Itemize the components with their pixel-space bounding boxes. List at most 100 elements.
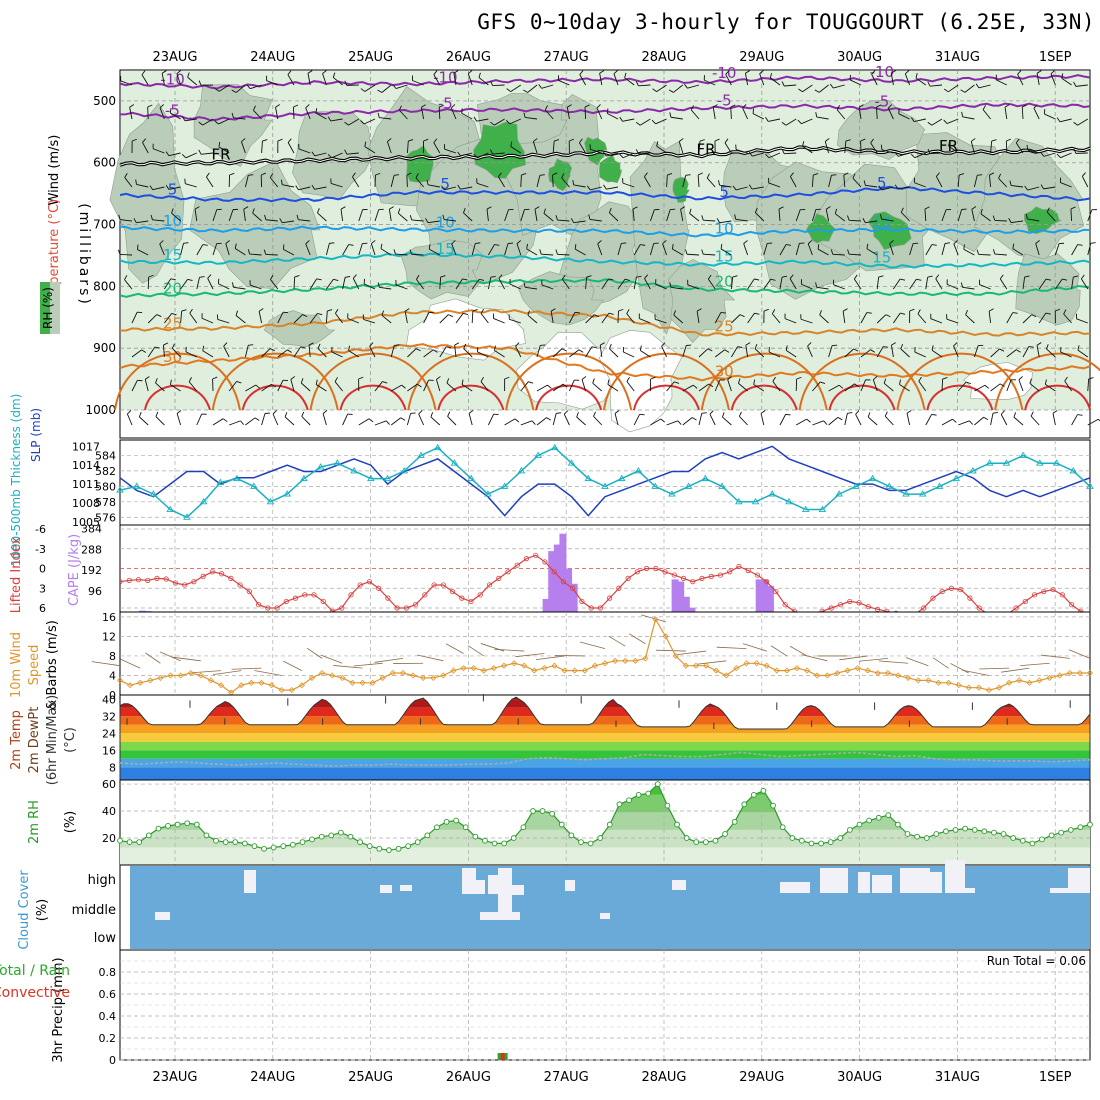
data-point-thickness: [751, 497, 760, 505]
cape-bar: [570, 583, 578, 612]
wind-barb-flag: [368, 418, 374, 423]
wind-barb: [185, 152, 197, 159]
data-point-rh: [856, 821, 863, 828]
wind-barb: [1087, 243, 1092, 256]
data-point-li: [616, 585, 622, 591]
wind-barb-flag: [718, 180, 720, 186]
wind-barb: [1070, 208, 1073, 222]
wind-barb: [427, 184, 440, 188]
data-point-wind: [1016, 677, 1023, 684]
wind-barb-flag: [554, 139, 560, 142]
wind-barb: [844, 413, 848, 426]
wind-barb: [353, 662, 383, 667]
wind-barb-flag: [150, 214, 153, 220]
y-tick-label-precip: 0.4: [99, 1010, 117, 1023]
wind-barb: [544, 109, 554, 120]
wind-barb: [261, 383, 272, 392]
cape-bar: [542, 598, 550, 612]
data-point-thickness: [668, 490, 676, 497]
data-point-li: [690, 579, 696, 585]
cloud-block: [510, 885, 524, 895]
wind-barb: [677, 650, 707, 656]
wind-barb: [201, 152, 214, 155]
isotherm-35-loop: [535, 384, 603, 411]
wind-barb-flag: [212, 376, 218, 380]
wind-barb: [189, 313, 198, 324]
data-point-thickness: [601, 482, 609, 489]
wind-barb: [1060, 152, 1072, 159]
wind-barb: [254, 670, 282, 676]
wind-barb-flag: [124, 275, 128, 280]
wind-barb: [187, 76, 198, 86]
wind-barb: [129, 107, 133, 120]
data-point-rh: [770, 802, 776, 809]
wind-barb: [228, 209, 234, 222]
wind-barb: [272, 413, 279, 426]
wind-barb: [801, 118, 813, 125]
data-point-wind: [632, 657, 639, 664]
data-point-rh: [1077, 824, 1084, 831]
wind-barb-flag: [416, 274, 420, 280]
wind-barb-flag: [269, 173, 274, 178]
wind-barb-flag: [322, 70, 327, 74]
data-point-rh: [1067, 827, 1074, 833]
wind-barb: [516, 243, 522, 256]
wind-barb-flag: [240, 420, 245, 425]
wind-barb: [914, 182, 926, 188]
data-point-wind: [561, 667, 568, 674]
wind-barb-flag: [1022, 104, 1027, 108]
wind-barb: [147, 346, 156, 358]
wind-barb-flag: [171, 313, 177, 316]
wind-barb-flag: [311, 184, 316, 190]
wind-barb-flag: [944, 242, 951, 244]
data-point-rh: [626, 797, 632, 804]
wind-barb-flag: [415, 348, 421, 352]
wind-barb-flag: [1077, 414, 1083, 416]
wind-barb: [579, 74, 586, 86]
wind-barb: [333, 665, 363, 669]
wind-barb: [825, 209, 830, 222]
data-point-rh: [203, 832, 210, 839]
wind-barb: [445, 643, 464, 654]
data-point-wind: [440, 672, 447, 679]
isotherm-label: 20: [163, 280, 182, 298]
data-point-thickness: [1069, 467, 1078, 474]
data-point-thickness: [500, 482, 509, 489]
wind-barb-flag: [1009, 180, 1012, 186]
rh-shading-moist: [473, 121, 527, 179]
wind-barb-flag: [1052, 410, 1058, 414]
wind-barb-flag: [724, 138, 729, 144]
wind-barb-flag: [721, 412, 725, 418]
wind-barb: [461, 112, 473, 120]
wind-barb: [687, 84, 700, 89]
wind-barb: [970, 141, 975, 154]
data-point-li: [643, 565, 650, 572]
wind-barb-flag: [300, 378, 304, 384]
wind-barb-flag: [305, 240, 310, 245]
isotherm-label: FR: [696, 141, 715, 159]
wind-barb-flag: [348, 244, 354, 246]
cloud-row-label: high: [88, 873, 116, 888]
data-point-thickness: [852, 482, 860, 489]
wind-barb: [1071, 277, 1074, 290]
wind-barb: [957, 175, 960, 188]
wind-barb: [801, 654, 828, 662]
wind-barb-flag: [720, 311, 726, 314]
wind-barb-flag: [194, 206, 200, 210]
wind-barb: [561, 177, 570, 188]
wind-barb: [261, 140, 263, 154]
rh-legend-label: RH (%): [41, 287, 55, 329]
wind-barb: [176, 73, 182, 86]
wind-barb-flag: [834, 208, 838, 214]
wind-barb: [585, 346, 593, 358]
data-point-rh: [645, 790, 652, 797]
wind-barb: [131, 311, 138, 324]
date-label-top: 28AUG: [641, 50, 686, 65]
data-point-wind: [531, 667, 538, 674]
data-point-li: [376, 585, 382, 591]
data-point-wind: [723, 672, 730, 679]
wind-barb-flag: [707, 274, 712, 280]
wind-barb-flag: [282, 244, 285, 250]
wind-barb: [698, 141, 701, 154]
